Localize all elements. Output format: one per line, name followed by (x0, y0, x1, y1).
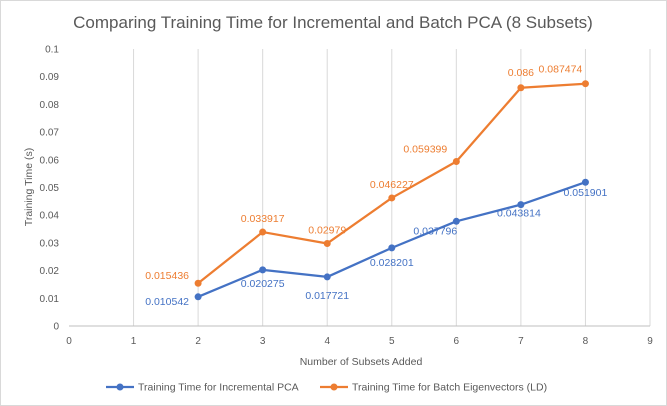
data-point (517, 201, 525, 209)
y-tick-label: 0.03 (40, 238, 60, 249)
legend-entry: Training Time for Batch Eigenvectors (LD… (352, 382, 547, 394)
x-tick-label: 3 (260, 336, 266, 347)
data-label: 0.02979 (308, 224, 346, 236)
axes: 0 1 2 3 4 5 6 7 8 9 0 0.01 0.02 0.03 0.04 0.05 0.06 0.07 0… (40, 45, 654, 348)
y-tick-label: 0.07 (40, 128, 60, 139)
y-tick-label: 0.01 (40, 294, 60, 305)
y-tick-label: 0.05 (40, 183, 60, 194)
y-tick-label: 0 (53, 322, 59, 333)
data-label: 0.051901 (564, 187, 608, 199)
series: 0.010542 0.020275 0.017721 0.028201 0.037796… (145, 64, 607, 308)
x-tick-label: 4 (324, 336, 330, 347)
x-tick-label: 8 (583, 336, 589, 347)
x-tick-label: 6 (454, 336, 460, 347)
x-tick-label: 7 (518, 336, 524, 347)
x-tick-label: 9 (647, 336, 653, 347)
y-axis-label: Training Time (s) (23, 148, 35, 226)
x-tick-label: 5 (389, 336, 395, 347)
x-tick-label: 1 (131, 336, 137, 347)
y-tick-label: 0.06 (40, 155, 60, 166)
data-point (581, 178, 589, 186)
data-point (259, 266, 267, 274)
data-label: 0.033917 (241, 213, 285, 225)
data-label: 0.087474 (539, 64, 583, 76)
series-batch-eigenvectors: 0.015436 0.033917 0.02979 0.046227 0.059399 0… (145, 64, 589, 287)
y-tick-label: 0.04 (40, 211, 60, 222)
legend-entry: Training Time for Incremental PCA (138, 382, 299, 394)
y-tick-label: 0.1 (45, 45, 59, 56)
data-label: 0.046227 (370, 179, 414, 191)
legend-marker (116, 383, 124, 391)
data-label: 0.020275 (241, 278, 285, 290)
data-point (323, 273, 331, 281)
x-tick-label: 2 (195, 336, 201, 347)
data-point (517, 84, 525, 92)
data-label: 0.037796 (413, 225, 457, 237)
data-label: 0.010542 (145, 296, 189, 308)
data-label: 0.028201 (370, 257, 414, 269)
legend-marker (330, 383, 338, 391)
y-tick-label: 0.02 (40, 266, 60, 277)
data-label: 0.059399 (403, 143, 447, 155)
chart-title: Comparing Training Time for Incremental … (73, 13, 593, 32)
data-point (388, 244, 396, 252)
data-point (388, 194, 396, 202)
data-point (323, 239, 331, 247)
y-tick-label: 0.08 (40, 100, 60, 111)
data-point (194, 293, 202, 301)
series-incremental-pca: 0.010542 0.020275 0.017721 0.028201 0.037796… (145, 178, 608, 308)
x-axis-label: Number of Subsets Added (300, 356, 423, 368)
data-point (194, 279, 202, 287)
x-tick-label: 0 (66, 336, 72, 347)
legend: Training Time for Incremental PCA Trainin… (106, 382, 547, 394)
data-label: 0.086 (508, 67, 534, 79)
data-label: 0.015436 (145, 270, 189, 282)
data-label: 0.043814 (497, 208, 541, 220)
data-point (259, 228, 267, 236)
data-point (452, 157, 460, 165)
y-tick-label: 0.09 (40, 72, 60, 83)
data-point (452, 217, 460, 225)
data-point (581, 80, 589, 88)
gridlines (133, 49, 651, 326)
data-label: 0.017721 (305, 290, 349, 302)
